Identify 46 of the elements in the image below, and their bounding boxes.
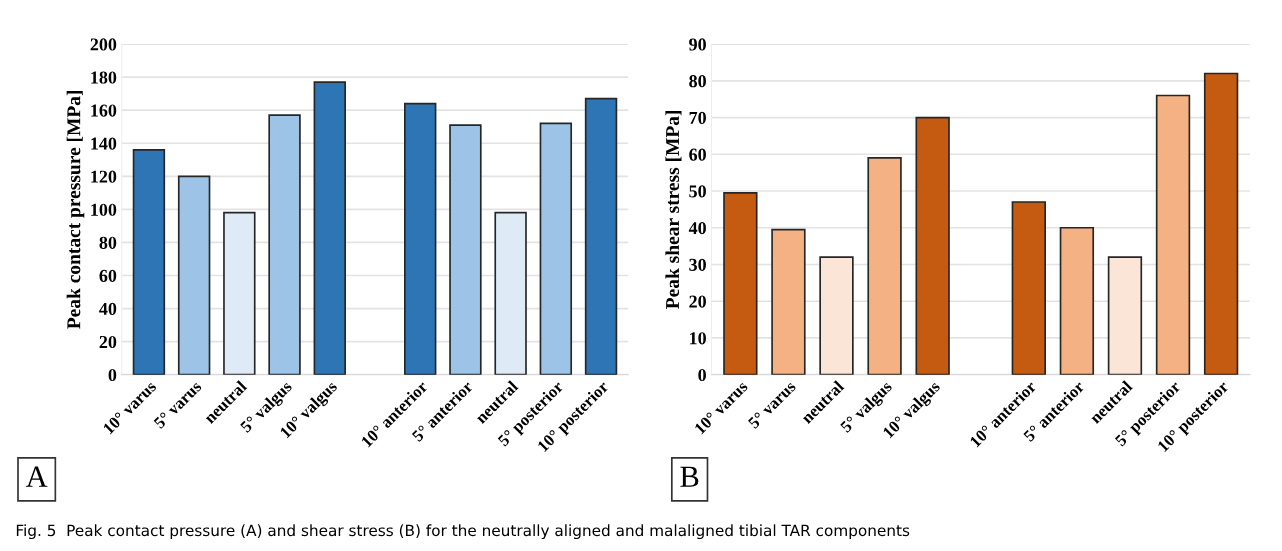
y-tick-label: 90 <box>689 38 706 51</box>
y-tick-label: 140 <box>91 137 117 150</box>
y-tick-label: 120 <box>91 170 117 183</box>
y-tick-label: 40 <box>688 222 706 235</box>
bar <box>268 114 301 375</box>
bar <box>223 211 256 375</box>
y-tick-label: 20 <box>689 295 706 308</box>
bar <box>313 81 346 375</box>
caption: Fig. 5 Peak contact pressure (A) and shear stress (B) for the neutrally aligned and malaligned tibial TAR components <box>16 524 910 540</box>
y-tick-label: 200 <box>90 38 117 51</box>
bar <box>723 192 758 375</box>
y-tick-label: 60 <box>689 148 706 161</box>
y-tick-label: 60 <box>99 269 117 282</box>
y-tick-label: 0 <box>698 368 706 382</box>
y-tick-label: 100 <box>91 203 117 216</box>
y-tick-label: 80 <box>689 75 706 88</box>
y-tick-label: 160 <box>91 104 117 117</box>
bar <box>867 157 902 375</box>
bar <box>1011 201 1046 375</box>
y-tick-label: 70 <box>689 111 706 124</box>
bar <box>1155 94 1191 375</box>
y-axis-title: Peak shear stress [MPa] <box>665 111 682 309</box>
y-tick-label: 20 <box>99 335 117 349</box>
y-tick-label: 80 <box>99 236 117 249</box>
bar <box>449 124 482 375</box>
bar <box>132 149 166 375</box>
bar <box>1107 256 1143 375</box>
y-axis-title: Peak contact pressure [MPa] <box>66 91 85 329</box>
y-tick-label: 30 <box>689 258 706 271</box>
text: A <box>25 466 48 487</box>
y-tick-label: 0 <box>108 368 117 382</box>
bar <box>1203 72 1239 375</box>
bar <box>915 116 950 375</box>
y-tick-label: 10 <box>690 332 706 345</box>
bar <box>584 97 618 375</box>
y-tick-label: 40 <box>99 302 117 315</box>
bar <box>1059 226 1095 375</box>
bar <box>177 175 211 375</box>
bar <box>771 228 806 375</box>
bar <box>819 256 854 375</box>
y-tick-label: 50 <box>689 185 706 198</box>
bar <box>494 211 527 375</box>
text: B <box>680 466 699 487</box>
bar <box>539 122 573 375</box>
y-tick-label: 180 <box>91 71 117 84</box>
bar <box>403 102 437 375</box>
